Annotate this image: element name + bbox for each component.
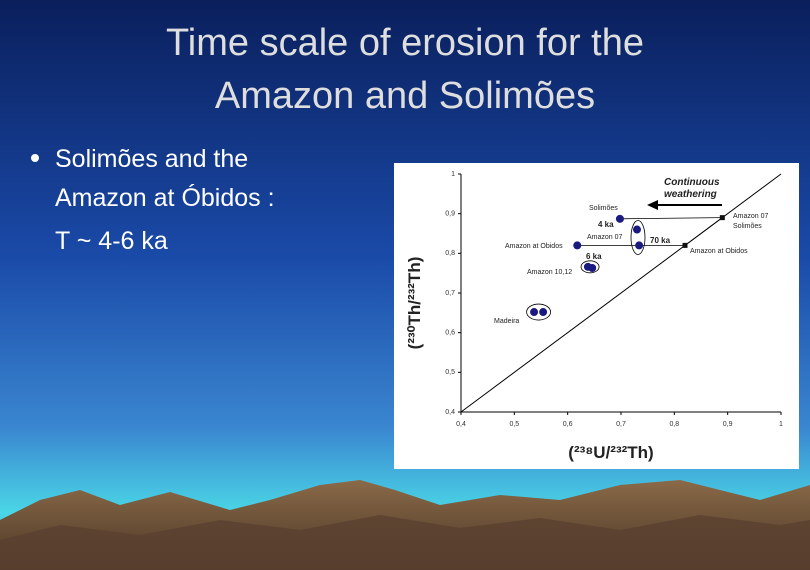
group-outline [580,260,600,274]
y-axis-label: (²³⁰Th/²³²Th) [405,257,424,350]
x-tick-label: 0,9 [723,421,733,428]
mountains-front [0,515,810,570]
point [682,242,688,248]
point [615,214,624,223]
x-axis-label: (²³⁸U/²³²Th) [568,443,653,462]
chart: 0,4 0,5 0,6 0,7 0,8 0,9 1 0,4 0,5 0,6 0,7 0,8 0,9 1 (²… [394,163,799,469]
annotation: Continuous [664,177,720,188]
annotation: Amazon 10,12 [527,269,572,276]
y-tick-label: 0,9 [445,211,455,218]
point [573,241,582,250]
annotation: Amazon at Obidos [690,248,748,255]
bullet-line: Amazon at Óbidos : [55,183,275,212]
bullet-dot [31,154,39,162]
y-tick-label: 1 [451,171,455,178]
bullet-line: Solimões and the [55,145,248,173]
tie-line [619,217,723,220]
x-tick-label: 1 [779,421,783,428]
x-tick-label: 0,5 [509,421,519,428]
bullet-line: T ~ 4-6 ka [55,227,168,255]
group-outline [630,220,646,255]
x-tick-label: 0,6 [563,421,573,428]
y-tick-label: 0,6 [445,330,455,337]
group-outline [526,303,551,321]
annotation: 4 ka [598,220,614,229]
equiline [460,173,782,413]
y-tick-label: 0,7 [445,290,455,297]
annotation: 70 ka [650,236,671,245]
y-tick-label: 0,5 [445,369,455,376]
y-tick-label: 0,4 [445,409,455,416]
annotation: Madeira [494,318,519,325]
annotation: weathering [664,189,717,200]
arrow-head [647,200,658,210]
x-tick-label: 0,7 [616,421,626,428]
x-tick-label: 0,4 [456,421,466,428]
x-tick-label: 0,8 [669,421,679,428]
annotation: Solimões [589,205,618,212]
annotation: Amazon 07 [733,213,769,220]
tie-line [684,217,723,246]
point [633,225,641,234]
y-tick-label: 0,8 [445,250,455,257]
point [588,264,597,273]
annotation: Solimões [733,223,762,230]
annotation: Amazon at Obidos [505,243,563,250]
title-line: Time scale of erosion for the [166,22,644,64]
point [530,308,539,317]
point [719,215,725,221]
point [539,308,548,317]
annotation: Amazon 07 [587,234,623,241]
annotation: 6 ka [586,252,602,261]
point [635,241,644,250]
title-line: Amazon and Solimões [215,75,595,117]
